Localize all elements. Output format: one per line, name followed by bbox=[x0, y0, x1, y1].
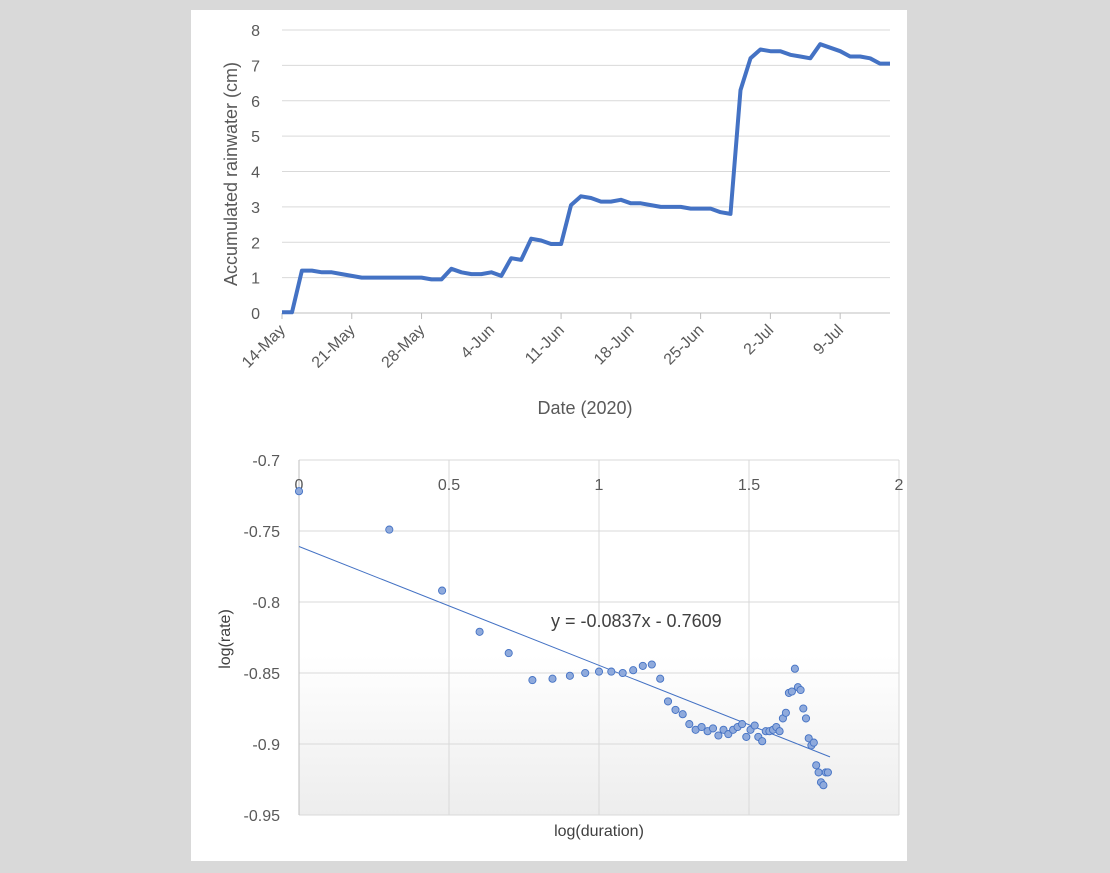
scatter-point bbox=[504, 649, 513, 658]
scatter-point bbox=[548, 674, 557, 683]
scatter-x-tick-label: 0 bbox=[295, 477, 304, 494]
line-chart-x-tick-label: 25-Jun bbox=[661, 322, 708, 369]
line-chart-x-tick-label: 2-Jul bbox=[741, 322, 778, 359]
scatter-x-tick-label: 1.5 bbox=[738, 477, 760, 494]
scatter-point bbox=[804, 734, 813, 743]
line-chart-x-tick-label: 21-May bbox=[309, 322, 359, 372]
line-chart-x-tick-label: 28-May bbox=[379, 322, 429, 372]
scatter-point bbox=[750, 721, 759, 730]
scatter-point bbox=[581, 668, 590, 678]
scatter-y-tick-label: -0.95 bbox=[244, 808, 281, 825]
scatter-point bbox=[594, 667, 604, 676]
line-chart-x-tick-label: 14-May bbox=[239, 322, 289, 372]
scatter-point bbox=[678, 710, 687, 719]
scatter-point bbox=[781, 708, 790, 717]
trendline-equation: y = -0.0837x - 0.7609 bbox=[551, 611, 722, 631]
scatter-point bbox=[708, 724, 718, 733]
scatter-gridlines bbox=[298, 459, 900, 816]
scatter-y-axis-label: log(rate) bbox=[217, 609, 234, 669]
line-chart-y-tick-label: 1 bbox=[251, 271, 260, 288]
scatter-point bbox=[618, 668, 627, 678]
line-chart-y-tick-label: 2 bbox=[251, 235, 260, 252]
scatter-point bbox=[809, 738, 818, 747]
scatter-x-tick-label: 1 bbox=[595, 477, 604, 494]
scatter-point bbox=[607, 667, 616, 676]
line-chart-y-tick-label: 3 bbox=[251, 200, 260, 217]
line-chart-y-ticks: 0 1 2 3 4 5 6 7 8 bbox=[251, 23, 260, 323]
scatter-point bbox=[801, 714, 811, 723]
scatter-point bbox=[385, 525, 394, 534]
scatter-point bbox=[475, 627, 484, 636]
scatter-point bbox=[775, 727, 784, 736]
scatter-point bbox=[565, 671, 574, 680]
line-chart-gridlines bbox=[282, 29, 890, 314]
scatter-y-tick-label: -0.8 bbox=[252, 595, 280, 612]
line-chart-x-axis-label: Date (2020) bbox=[537, 398, 632, 418]
scatter-point bbox=[438, 586, 447, 595]
rainwater-series-line bbox=[282, 42, 890, 315]
scatter-point bbox=[796, 685, 805, 695]
scatter-x-ticks: 0 0.5 1 1.5 2 bbox=[295, 477, 904, 494]
scatter-point bbox=[819, 781, 828, 790]
scatter-point bbox=[738, 720, 747, 729]
scatter-x-tick-label: 2 bbox=[895, 477, 904, 494]
rate-scatter-chart: -0.7 -0.75 -0.8 -0.85 -0.9 -0.95 0 0.5 1 1.5 2 y … bbox=[217, 453, 904, 840]
scatter-y-tick-label: -0.7 bbox=[252, 453, 280, 470]
scatter-point bbox=[790, 664, 799, 673]
line-chart-y-tick-label: 4 bbox=[251, 165, 260, 182]
scatter-y-tick-label: -0.9 bbox=[252, 737, 280, 754]
scatter-point bbox=[742, 732, 751, 741]
scatter-y-ticks: -0.7 -0.75 -0.8 -0.85 -0.9 -0.95 bbox=[244, 453, 281, 825]
line-chart-y-tick-label: 6 bbox=[251, 94, 260, 111]
line-chart-x-ticks: 14-May 21-May 28-May 4-Jun 11-Jun 18-Jun 25-Ju… bbox=[239, 313, 847, 372]
line-chart-y-axis-label: Accumulated rainwater (cm) bbox=[221, 62, 241, 286]
line-chart-x-tick-label: 9-Jul bbox=[810, 322, 847, 359]
line-chart-x-tick-label: 11-Jun bbox=[522, 322, 568, 368]
scatter-x-axis-label: log(duration) bbox=[554, 823, 644, 840]
scatter-point bbox=[812, 761, 821, 770]
scatter-points bbox=[294, 487, 832, 790]
line-chart-y-tick-label: 0 bbox=[251, 306, 260, 323]
scatter-point bbox=[714, 731, 723, 740]
scatter-point bbox=[671, 705, 680, 714]
scatter-point bbox=[629, 666, 638, 675]
line-chart-y-tick-label: 7 bbox=[251, 58, 260, 75]
scatter-point bbox=[294, 487, 304, 496]
line-chart-y-tick-label: 8 bbox=[251, 23, 260, 40]
scatter-y-tick-label: -0.75 bbox=[244, 524, 281, 541]
scatter-y-tick-label: -0.85 bbox=[244, 666, 281, 683]
scatter-point bbox=[685, 720, 694, 729]
scatter-point bbox=[758, 737, 767, 746]
scatter-point bbox=[787, 687, 796, 696]
line-chart-y-tick-label: 5 bbox=[251, 129, 260, 146]
line-chart-x-tick-label: 18-Jun bbox=[591, 322, 638, 369]
scatter-point bbox=[647, 660, 656, 669]
scatter-point bbox=[528, 676, 537, 685]
scatter-point bbox=[814, 768, 823, 777]
line-chart-x-tick-label: 4-Jun bbox=[458, 322, 498, 362]
scatter-point bbox=[663, 697, 673, 706]
scatter-point bbox=[823, 768, 832, 777]
scatter-point bbox=[638, 661, 647, 670]
scatter-point bbox=[799, 704, 808, 713]
scatter-point bbox=[656, 674, 665, 683]
scatter-point bbox=[697, 722, 706, 732]
scatter-x-tick-label: 0.5 bbox=[438, 477, 460, 494]
